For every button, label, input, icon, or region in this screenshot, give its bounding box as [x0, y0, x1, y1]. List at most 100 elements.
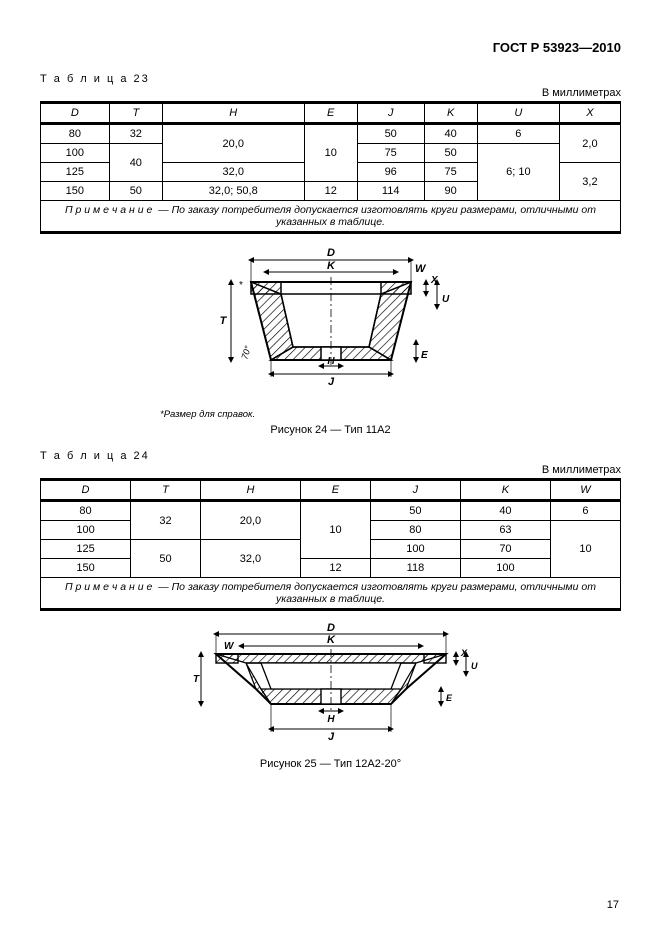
col-header: X: [559, 103, 620, 124]
cell: 75: [357, 144, 424, 163]
cell: 10: [550, 521, 620, 578]
cell: 12: [301, 559, 371, 578]
table24-note: П р и м е ч а н и е — По заказу потребит…: [41, 578, 621, 610]
dim-label: U: [442, 294, 450, 305]
cell: 150: [41, 182, 110, 201]
figure24-refnote: *Размер для справок.: [160, 409, 621, 420]
cell: 100: [41, 144, 110, 163]
col-header: E: [301, 480, 371, 501]
cell: 10: [301, 501, 371, 559]
dim-label: U: [471, 661, 478, 671]
cell: 75: [424, 163, 477, 182]
cell: 50: [424, 144, 477, 163]
cell: 80: [41, 124, 110, 144]
dim-label: 70°: [239, 344, 253, 360]
cell: 114: [357, 182, 424, 201]
dim-label: H: [327, 714, 335, 725]
note-text: — По заказу потребителя допускается изго…: [158, 204, 596, 228]
col-header: J: [357, 103, 424, 124]
svg-text:*: *: [239, 280, 243, 291]
dim-label: E: [421, 350, 428, 361]
table23-note: П р и м е ч а н и е — По заказу потребит…: [41, 201, 621, 233]
figure25: D K W X U E T: [40, 619, 621, 754]
cell: 100: [460, 559, 550, 578]
cell: 32: [131, 501, 201, 540]
cell: 96: [357, 163, 424, 182]
dim-label: E: [446, 693, 453, 703]
col-header: U: [477, 103, 559, 124]
cell: 40: [460, 501, 550, 521]
table23-label: Т а б л и ц а 23: [40, 73, 621, 85]
cell: 50: [131, 540, 201, 578]
col-header: E: [304, 103, 357, 124]
cell: 70: [460, 540, 550, 559]
cell: 10: [304, 124, 357, 182]
dim-label: J: [327, 376, 334, 388]
col-header: K: [460, 480, 550, 501]
cell: 118: [370, 559, 460, 578]
cell: 2,0: [559, 124, 620, 163]
cell: 12: [304, 182, 357, 201]
cell: 63: [460, 521, 550, 540]
dim-label: D: [327, 622, 335, 634]
cell: 80: [41, 501, 131, 521]
col-header: T: [109, 103, 162, 124]
cell: 40: [109, 144, 162, 182]
table23: D T H E J K U X 80 32 20,0 10 50 40 6 2,…: [40, 101, 621, 234]
cell: 6; 10: [477, 144, 559, 201]
figure25-caption: Рисунок 25 — Тип 12А2-20°: [40, 758, 621, 770]
col-header: H: [200, 480, 300, 501]
cell: 32: [109, 124, 162, 144]
col-header: T: [131, 480, 201, 501]
dim-label: X: [430, 275, 439, 286]
dim-label: K: [327, 634, 336, 646]
figure24: D K W X U E T 70°: [40, 242, 621, 420]
cell: 32,0: [200, 540, 300, 578]
cell: 125: [41, 540, 131, 559]
cell: 6: [477, 124, 559, 144]
figure25-svg: D K W X U E T: [166, 619, 496, 749]
col-header: K: [424, 103, 477, 124]
cell: 90: [424, 182, 477, 201]
table24-label: Т а б л и ц а 24: [40, 450, 621, 462]
dim-label: W: [415, 263, 427, 275]
cell: 50: [370, 501, 460, 521]
dim-label: D: [327, 247, 335, 259]
cell: 20,0: [200, 501, 300, 540]
col-header: J: [370, 480, 460, 501]
note-label: П р и м е ч а н и е: [65, 581, 152, 593]
cell: 50: [357, 124, 424, 144]
dim-label: W: [224, 641, 235, 652]
cell: 40: [424, 124, 477, 144]
col-header: H: [162, 103, 304, 124]
table24: D T H E J K W 80 32 20,0 10 50 40 6 100 …: [40, 478, 621, 611]
dim-label: T: [193, 674, 200, 685]
cell: 100: [370, 540, 460, 559]
dim-label: K: [327, 260, 336, 272]
dim-label: H: [327, 356, 335, 367]
dim-label: J: [327, 731, 334, 743]
page: ГОСТ Р 53923—2010 Т а б л и ц а 23 В мил…: [0, 0, 661, 935]
col-header: W: [550, 480, 620, 501]
cell: 6: [550, 501, 620, 521]
note-label: П р и м е ч а н и е: [65, 204, 152, 216]
page-number: 17: [607, 899, 619, 911]
dim-label: X: [460, 648, 468, 658]
cell: 32,0; 50,8: [162, 182, 304, 201]
cell: 20,0: [162, 124, 304, 163]
cell: 100: [41, 521, 131, 540]
cell: 150: [41, 559, 131, 578]
cell: 50: [109, 182, 162, 201]
cell: 125: [41, 163, 110, 182]
table23-unit: В миллиметрах: [40, 87, 621, 99]
figure24-svg: D K W X U E T 70°: [181, 242, 481, 402]
cell: 80: [370, 521, 460, 540]
figure24-caption: Рисунок 24 — Тип 11А2: [40, 424, 621, 436]
col-header: D: [41, 103, 110, 124]
table24-unit: В миллиметрах: [40, 464, 621, 476]
cell: 3,2: [559, 163, 620, 201]
cell: 32,0: [162, 163, 304, 182]
doc-id: ГОСТ Р 53923—2010: [40, 40, 621, 55]
dim-label: T: [219, 315, 227, 327]
note-text: — По заказу потребителя допускается изго…: [158, 581, 596, 605]
